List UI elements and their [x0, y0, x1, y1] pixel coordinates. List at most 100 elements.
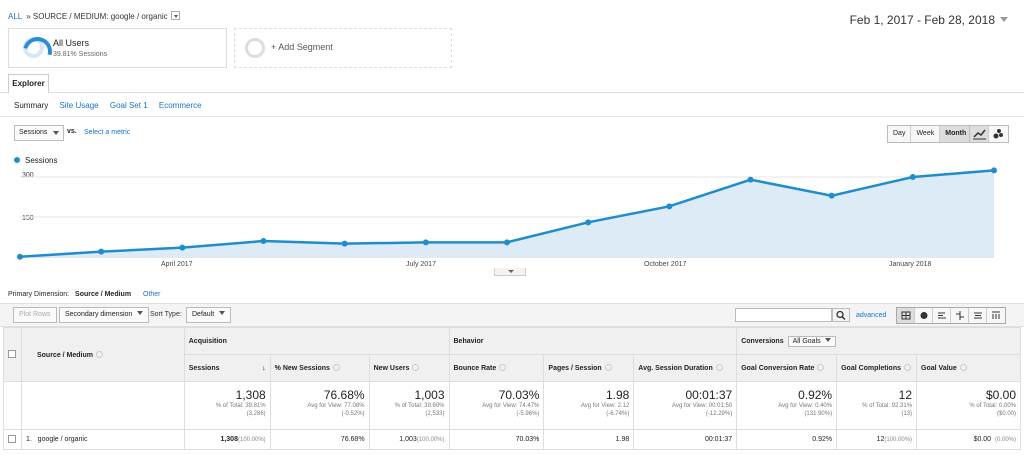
pie-view-button[interactable] [915, 308, 933, 323]
dimension-header[interactable]: Source / Medium [20, 327, 185, 382]
add-segment-label: + Add Segment [271, 42, 333, 52]
date-range-label: Feb 1, 2017 - Feb 28, 2018 [849, 13, 995, 27]
total-detail: % of Total: 39.60% [394, 403, 445, 409]
performance-view-button[interactable] [933, 308, 951, 323]
segment-title: All Users [53, 38, 90, 48]
search-button[interactable] [832, 308, 850, 322]
col-goal-completions[interactable]: Goal Completions [836, 354, 918, 382]
primary-dimension-value[interactable]: Source / Medium [75, 291, 132, 298]
col-pages-session[interactable]: Pages / Session [543, 354, 635, 382]
data-point [260, 238, 267, 244]
help-icon[interactable] [499, 364, 507, 371]
acquisition-group: Acquisition [183, 327, 450, 355]
col-bounce-rate-label: Bounce Rate [453, 365, 497, 372]
col-sessions[interactable]: Sessions ↓ [183, 354, 271, 382]
total-cell: 00:01:37 Avg for View: 00:01:50 (-12.29%) [633, 381, 738, 430]
col-avg-duration[interactable]: Avg. Session Duration [633, 354, 738, 382]
data-point [98, 248, 105, 255]
granularity-day-button[interactable]: Day [888, 126, 912, 142]
help-icon[interactable] [959, 364, 967, 371]
advanced-filter-link[interactable]: advanced [856, 312, 887, 319]
pivot-view-button[interactable] [987, 308, 1005, 323]
comparison-view-button[interactable] [951, 308, 969, 323]
granularity-month-button[interactable]: Month [940, 126, 972, 142]
total-detail: Avg for View: 2.12 [580, 403, 630, 409]
tab-explorer[interactable]: Explorer [8, 74, 49, 93]
row-bounce-rate: 70.03% [448, 429, 545, 450]
help-icon[interactable] [817, 364, 825, 371]
dimension-header-label: Source / Medium [36, 351, 93, 359]
total-cell: 1.98 Avg for View: 2.12 (-6.74%) [543, 381, 635, 430]
help-icon[interactable] [604, 364, 612, 371]
collapse-chart-button[interactable] [494, 268, 526, 276]
total-value: 12 [898, 388, 913, 402]
bars-icon [938, 312, 946, 319]
primary-dimension-other[interactable]: Other [143, 291, 161, 298]
col-goal-conv-rate[interactable]: Goal Conversion Rate [736, 354, 838, 382]
subtab-goal-set-1[interactable]: Goal Set 1 [109, 101, 148, 110]
breadcrumb-all-link[interactable]: ALL [8, 12, 23, 21]
sort-type-value: Default [192, 311, 215, 318]
total-value: 0.92% [798, 388, 833, 402]
select-all-checkbox[interactable] [8, 349, 17, 358]
subtab-site-usage[interactable]: Site Usage [59, 101, 99, 110]
segment-subtitle: 39.81% Sessions [53, 51, 108, 58]
subtab-ecommerce[interactable]: Ecommerce [158, 101, 202, 110]
help-icon[interactable] [715, 364, 723, 371]
totals-empty-cell [3, 381, 22, 430]
row-sessions: 1,308 [220, 436, 238, 443]
col-goal-value[interactable]: Goal Value [916, 354, 1021, 382]
chevron-down-icon [137, 311, 144, 315]
total-cell: 0.92% Avg for View: 0.40% (131.90%) [736, 381, 838, 430]
col-new-sessions[interactable]: % New Sessions [269, 354, 370, 382]
col-bounce-rate[interactable]: Bounce Rate [448, 354, 545, 382]
total-cell: 12% of Total: 92.31% (13) [836, 381, 918, 430]
goal-select[interactable]: All Goals [787, 335, 836, 347]
subtab-summary[interactable]: Summary [14, 101, 49, 110]
segment-all-users[interactable]: All Users 39.81% Sessions [8, 28, 227, 68]
total-value: 1.98 [605, 388, 630, 402]
help-icon[interactable] [332, 364, 340, 371]
row-checkbox[interactable] [8, 434, 17, 443]
help-icon[interactable] [96, 350, 103, 358]
primary-dimension-label: Primary Dimension: [8, 291, 70, 298]
y-tick-150: 150 [22, 215, 34, 222]
table-search-input[interactable] [735, 308, 832, 322]
x-tick-april-2017: April 2017 [161, 261, 193, 268]
total-detail: % of Total: 0.00% [969, 403, 1016, 409]
total-value: $0.00 [985, 388, 1016, 402]
data-view-button[interactable] [897, 308, 915, 323]
sort-type-select[interactable]: Default [186, 307, 232, 323]
select-all-cell [3, 327, 22, 382]
col-goal-completions-label: Goal Completions [841, 365, 901, 372]
select-metric-link[interactable]: Select a metric [84, 129, 131, 136]
granularity-week-button[interactable]: Week [911, 126, 941, 142]
help-icon[interactable] [412, 364, 420, 371]
term-cloud-icon [974, 312, 982, 319]
row-new-users: 1,003 [399, 436, 417, 443]
primary-dimension-bar: Primary Dimension: Source / Medium Other [8, 291, 161, 298]
col-new-users[interactable]: New Users [368, 354, 450, 382]
pie-icon [920, 312, 928, 319]
total-detail: % of Total: 39.81% [215, 403, 266, 409]
row-goal-conv-rate: 0.92% [736, 429, 838, 450]
help-icon[interactable] [904, 364, 911, 371]
col-goal-conv-rate-label: Goal Conversion Rate [741, 365, 815, 372]
date-range-picker[interactable]: Feb 1, 2017 - Feb 28, 2018 [850, 13, 1008, 27]
secondary-dimension-select[interactable]: Secondary dimension [59, 307, 150, 323]
breadcrumb-path: SOURCE / MEDIUM: google / organic [32, 12, 168, 21]
plot-rows-button[interactable]: Plot Rows [13, 307, 57, 323]
breadcrumb-dropdown-icon[interactable] [170, 11, 180, 20]
table-view-toggle [896, 307, 1006, 324]
add-segment-button[interactable]: + Add Segment [234, 28, 452, 68]
data-point [179, 244, 186, 251]
motion-chart-button[interactable] [989, 126, 1008, 142]
metric-select[interactable]: Sessions [14, 125, 64, 141]
line-chart-button[interactable] [970, 126, 989, 142]
term-cloud-view-button[interactable] [969, 308, 987, 323]
total-value: 00:01:37 [685, 388, 733, 402]
behavior-group: Behavior [448, 327, 738, 355]
row-dimension-link[interactable]: google / organic [37, 436, 88, 443]
data-point [747, 176, 754, 183]
col-goal-value-label: Goal Value [921, 365, 957, 372]
